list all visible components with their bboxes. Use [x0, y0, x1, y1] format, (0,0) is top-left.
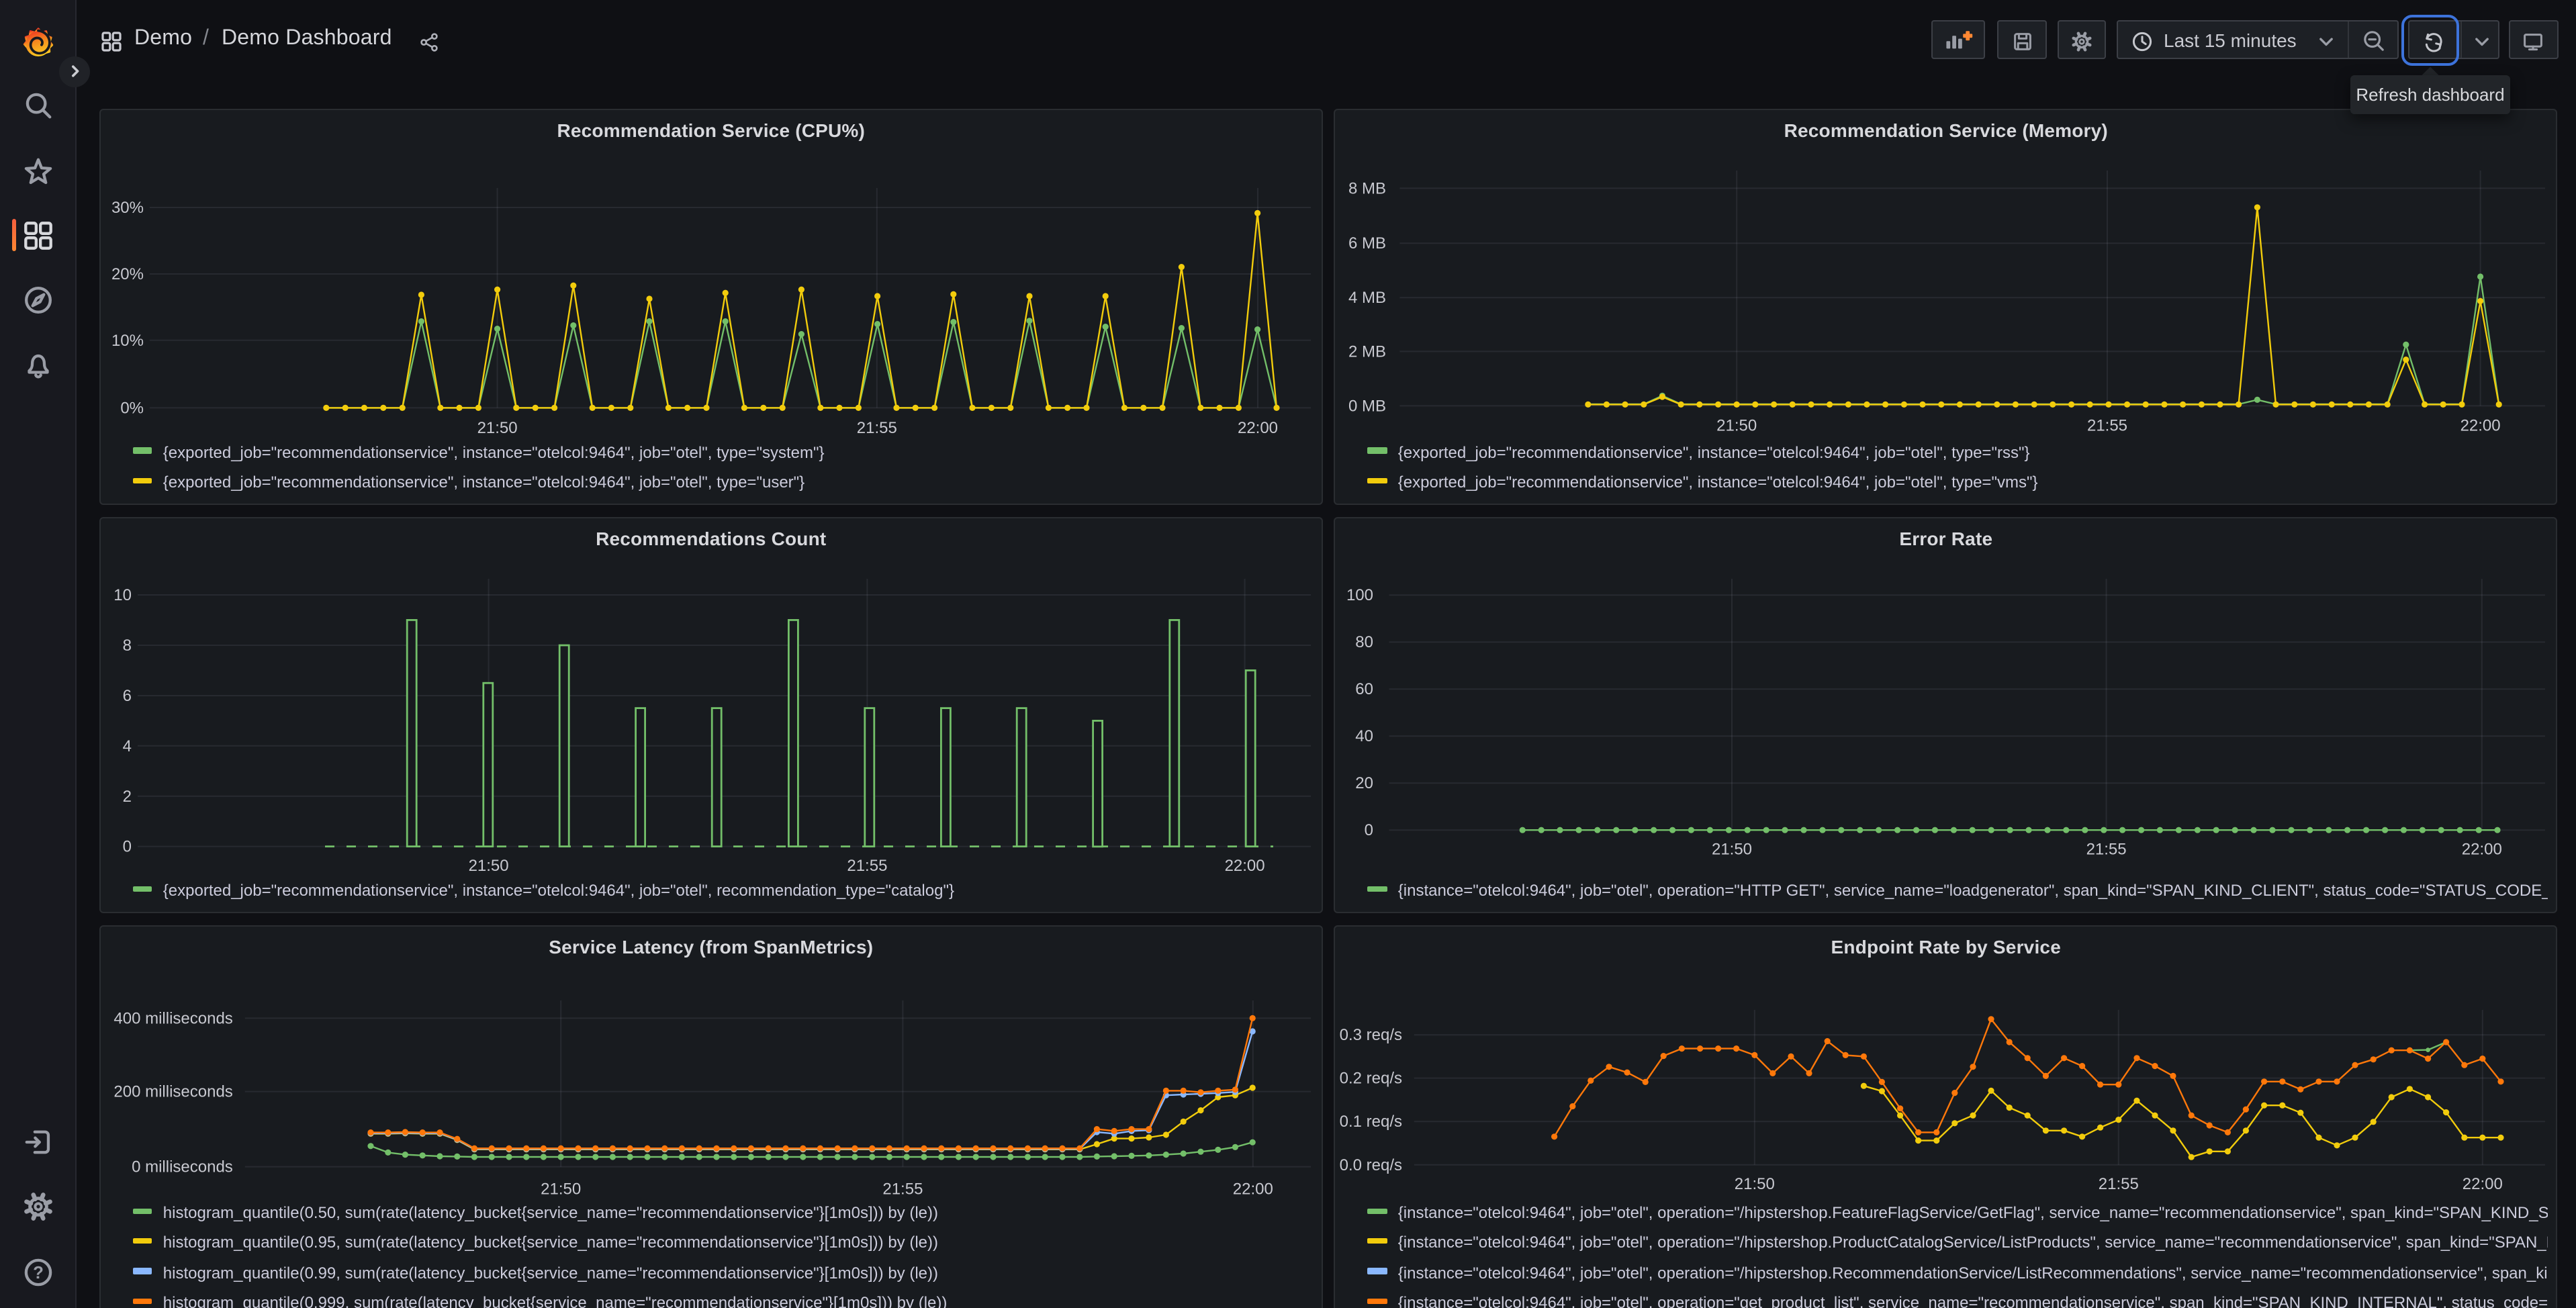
svg-text:?: ?	[33, 1263, 44, 1282]
svg-text:21:50: 21:50	[468, 856, 508, 874]
svg-text:22:00: 22:00	[2463, 1174, 2503, 1193]
svg-text:8 MB: 8 MB	[1349, 179, 1387, 197]
svg-text:100: 100	[1347, 586, 1374, 604]
svg-text:21:50: 21:50	[1712, 840, 1753, 858]
svg-text:21:50: 21:50	[1735, 1174, 1776, 1193]
svg-text:21:55: 21:55	[857, 418, 897, 436]
svg-text:21:55: 21:55	[2099, 1174, 2140, 1193]
svg-text:0%: 0%	[120, 399, 144, 417]
svg-text:0: 0	[1365, 821, 1373, 839]
svg-text:21:55: 21:55	[2088, 416, 2128, 434]
svg-text:21:55: 21:55	[882, 1180, 923, 1198]
svg-text:4: 4	[122, 737, 131, 755]
svg-text:0 MB: 0 MB	[1349, 397, 1387, 415]
svg-text:0: 0	[122, 837, 131, 855]
svg-text:2 MB: 2 MB	[1349, 342, 1387, 361]
svg-text:30%: 30%	[111, 198, 144, 216]
svg-text:2: 2	[122, 787, 131, 805]
svg-text:6: 6	[122, 686, 131, 704]
svg-text:80: 80	[1356, 633, 1374, 651]
svg-text:22:00: 22:00	[1224, 856, 1264, 874]
svg-text:21:50: 21:50	[541, 1180, 581, 1198]
svg-text:0.2 req/s: 0.2 req/s	[1340, 1069, 1402, 1087]
svg-text:200 milliseconds: 200 milliseconds	[113, 1082, 232, 1101]
svg-text:20%: 20%	[111, 265, 144, 283]
svg-text:21:50: 21:50	[477, 418, 517, 436]
svg-text:6 MB: 6 MB	[1349, 234, 1387, 252]
svg-text:0.1 req/s: 0.1 req/s	[1340, 1112, 1402, 1130]
svg-text:10%: 10%	[111, 331, 144, 349]
svg-text:21:50: 21:50	[1717, 416, 1757, 434]
svg-text:4 MB: 4 MB	[1349, 288, 1387, 306]
svg-text:22:00: 22:00	[2463, 840, 2503, 858]
svg-text:21:55: 21:55	[847, 856, 887, 874]
svg-text:40: 40	[1356, 727, 1374, 745]
svg-text:22:00: 22:00	[1233, 1180, 1273, 1198]
svg-text:8: 8	[122, 636, 131, 654]
svg-text:0 milliseconds: 0 milliseconds	[132, 1158, 233, 1176]
svg-text:20: 20	[1356, 774, 1374, 792]
svg-text:10: 10	[113, 586, 132, 604]
svg-text:22:00: 22:00	[2460, 416, 2501, 434]
svg-text:21:55: 21:55	[2086, 840, 2127, 858]
svg-text:22:00: 22:00	[1238, 418, 1278, 436]
svg-text:60: 60	[1356, 680, 1374, 698]
svg-text:400 milliseconds: 400 milliseconds	[113, 1009, 232, 1027]
svg-text:0.0 req/s: 0.0 req/s	[1340, 1156, 1402, 1174]
svg-text:0.3 req/s: 0.3 req/s	[1340, 1025, 1402, 1043]
